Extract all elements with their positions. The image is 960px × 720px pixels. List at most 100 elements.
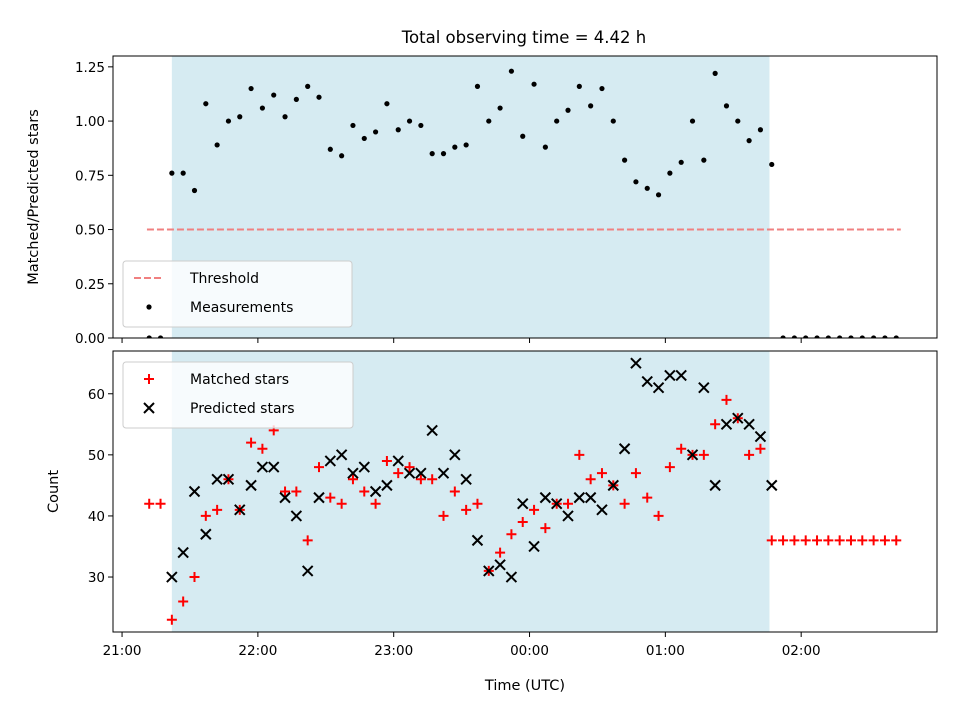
matched-star-point xyxy=(891,535,902,546)
measurement-point xyxy=(520,133,526,139)
matched-star-point xyxy=(212,504,223,515)
predicted-star-point xyxy=(200,528,212,540)
measurement-point xyxy=(757,127,764,133)
measurement-point xyxy=(735,118,741,124)
predicted-star-point xyxy=(709,479,721,492)
predicted-star-point xyxy=(301,565,314,577)
matched-star-point xyxy=(314,462,324,473)
predicted-star-point xyxy=(754,430,767,443)
predicted-star-point xyxy=(505,571,518,583)
measurement-point xyxy=(803,335,809,338)
predicted-star-point xyxy=(166,571,178,583)
predicted-star-point xyxy=(222,473,235,485)
predicted-star-point xyxy=(732,412,744,424)
measurement-point xyxy=(282,114,288,120)
measurement-point xyxy=(791,335,797,338)
measurement-point xyxy=(871,335,877,338)
predicted-star-point xyxy=(403,467,416,479)
measurement-point xyxy=(395,127,401,133)
matched-star-point xyxy=(404,462,415,473)
measurement-point xyxy=(293,96,299,102)
matched-star-point xyxy=(540,523,551,534)
predicted-star-point xyxy=(426,424,438,437)
measurement-point xyxy=(203,101,209,107)
y-tick-label: 30 xyxy=(88,570,105,586)
measurement-point xyxy=(237,114,243,120)
predicted-star-point xyxy=(279,491,291,504)
matched-star-point xyxy=(178,596,189,607)
matched-star-point xyxy=(778,535,789,546)
matched-star-point xyxy=(868,535,879,546)
x-tick-label: 23:00 xyxy=(374,643,413,659)
matched-star-point xyxy=(449,486,460,497)
predicted-star-point xyxy=(177,546,189,559)
matched-star-point xyxy=(664,462,675,473)
predicted-star-point xyxy=(686,449,699,461)
matched-star-point xyxy=(166,614,177,625)
matched-star-point xyxy=(800,535,811,546)
measurement-point xyxy=(361,135,367,142)
predicted-star-point xyxy=(313,491,325,504)
matched-star-point xyxy=(461,504,472,515)
y-tick-label: 0.25 xyxy=(75,277,105,293)
predicted-star-point xyxy=(392,455,404,467)
predicted-star-point xyxy=(460,473,472,485)
measurement-point xyxy=(678,159,684,165)
matched-star-point xyxy=(359,486,370,497)
x-tick-label: 02:00 xyxy=(782,643,821,659)
predicted-star-point xyxy=(211,473,223,485)
matched-star-point xyxy=(517,517,528,528)
predicted-star-point xyxy=(630,357,642,369)
measurement-point xyxy=(157,335,164,338)
x-tick-label: 01:00 xyxy=(646,643,685,659)
series-predicted-stars xyxy=(166,357,778,583)
predicted-star-point xyxy=(471,534,484,547)
y-tick-label: 60 xyxy=(88,387,105,403)
y-axis-label: Matched/Predicted stars xyxy=(26,109,42,285)
x-tick-label: 00:00 xyxy=(510,643,549,659)
measurement-point xyxy=(622,157,628,163)
predicted-star-point xyxy=(517,498,529,510)
measurement-point xyxy=(588,103,594,109)
measurement-point xyxy=(837,335,843,338)
measurement-point xyxy=(146,335,152,338)
legend: Matched stars Predicted stars xyxy=(122,361,354,429)
matched-star-point xyxy=(744,449,755,460)
matched-star-point xyxy=(710,419,721,430)
legend-measurement-swatch xyxy=(146,304,152,310)
matched-star-point xyxy=(280,486,291,497)
predicted-star-point xyxy=(324,455,337,467)
legend-label: Threshold xyxy=(189,271,259,287)
matched-star-point xyxy=(427,474,438,485)
matched-star-point xyxy=(596,468,607,479)
legend-label: Matched stars xyxy=(190,372,289,388)
matched-star-point xyxy=(789,535,800,546)
legend-label: Measurements xyxy=(190,300,293,316)
legend-box xyxy=(122,260,353,328)
measurement-point xyxy=(723,103,730,109)
matched-star-point xyxy=(144,498,155,509)
series-measurements xyxy=(146,68,899,338)
predicted-star-point xyxy=(415,467,427,479)
measurement-point xyxy=(848,335,854,338)
matched-star-point xyxy=(766,535,777,546)
axes-frame xyxy=(112,55,938,339)
measurement-point xyxy=(712,70,718,76)
matched-star-point xyxy=(857,535,868,546)
measurement-point xyxy=(384,101,390,107)
predicted-star-point xyxy=(494,559,506,571)
y-tick-label: 0.00 xyxy=(75,331,105,347)
matched-star-point xyxy=(563,498,574,509)
measurement-point xyxy=(769,161,775,168)
measurement-point xyxy=(531,81,537,87)
matched-star-point xyxy=(574,449,585,460)
y-axis-label: Count xyxy=(46,470,62,513)
matched-star-point xyxy=(721,394,732,405)
predicted-star-point xyxy=(449,449,461,461)
predicted-star-point xyxy=(335,449,348,461)
predicted-star-point xyxy=(256,461,269,473)
matched-star-point xyxy=(155,498,166,509)
data-marks xyxy=(146,68,901,338)
y-tick-label: 1.25 xyxy=(75,60,105,76)
